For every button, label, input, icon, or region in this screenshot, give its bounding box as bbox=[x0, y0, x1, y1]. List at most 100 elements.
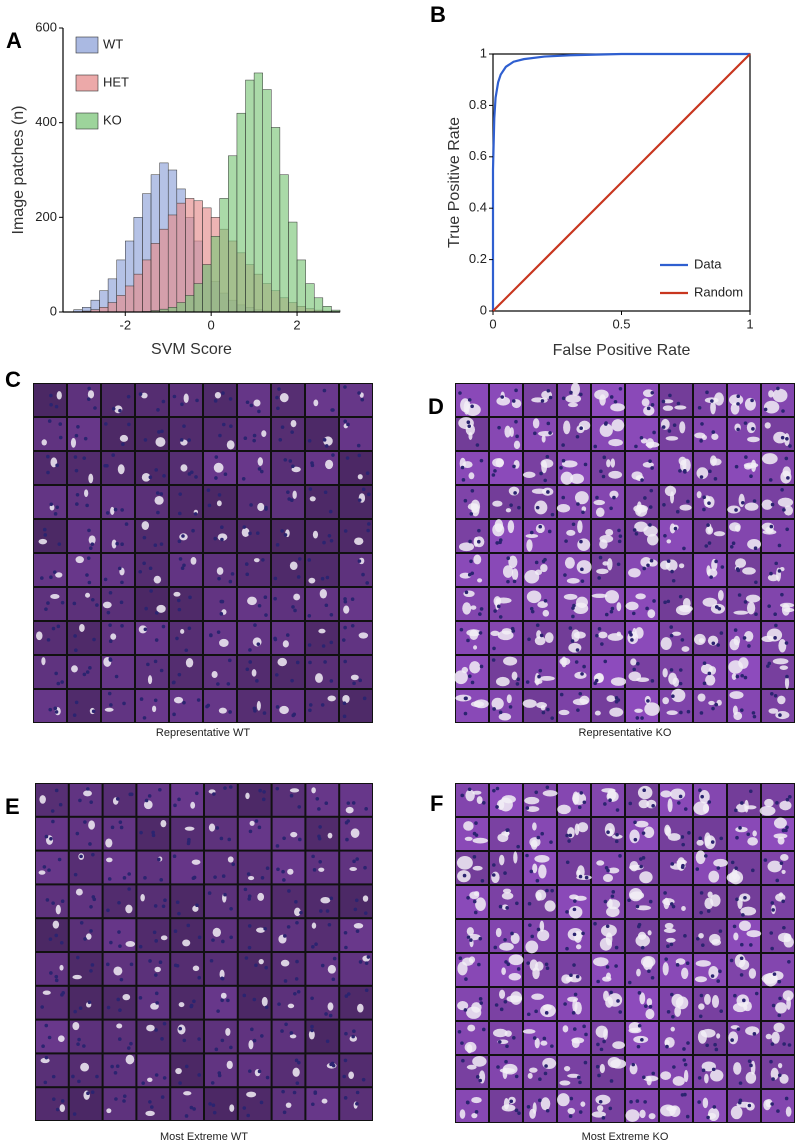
tile-nucleus bbox=[614, 945, 619, 950]
histogram-bar bbox=[176, 302, 186, 313]
y-tick-label: 200 bbox=[35, 209, 57, 224]
tile-nucleus bbox=[711, 641, 716, 646]
tile-lumen bbox=[636, 968, 641, 977]
tile-nucleus bbox=[310, 1028, 314, 1033]
tile-nucleus bbox=[773, 694, 778, 698]
y-tick-label: 400 bbox=[35, 114, 57, 129]
tile-lumen bbox=[290, 419, 297, 428]
tile-lumen bbox=[662, 962, 669, 976]
tile-nucleus bbox=[594, 678, 599, 683]
tile-nucleus bbox=[255, 531, 260, 535]
tile-nucleus bbox=[708, 469, 712, 474]
tile-nucleus bbox=[343, 659, 347, 664]
tile-nucleus bbox=[629, 1100, 633, 1104]
tile-nucleus bbox=[88, 666, 92, 670]
tile-nucleus bbox=[47, 868, 51, 872]
tile-nucleus bbox=[319, 909, 323, 913]
tile-lumen bbox=[780, 470, 792, 484]
tile-nucleus bbox=[103, 463, 107, 468]
tile-nucleus bbox=[308, 487, 313, 491]
tile-lumen bbox=[349, 866, 357, 871]
tile-lumen bbox=[527, 1072, 533, 1079]
tile-nucleus bbox=[159, 542, 164, 546]
tile-nucleus bbox=[508, 705, 513, 709]
tile-lumen bbox=[154, 495, 164, 505]
tile-nucleus bbox=[643, 496, 647, 500]
tile-lumen bbox=[208, 823, 216, 832]
tile-nucleus bbox=[56, 624, 61, 629]
tile-lumen bbox=[540, 1040, 548, 1046]
tile-lumen bbox=[670, 1026, 675, 1032]
tile-nucleus bbox=[323, 660, 327, 664]
tile-nucleus bbox=[148, 475, 153, 480]
tile-nucleus bbox=[751, 868, 755, 873]
tile-nucleus bbox=[753, 546, 758, 551]
tile-lumen bbox=[764, 798, 774, 807]
tile-nucleus bbox=[572, 1027, 577, 1031]
image-tile bbox=[340, 384, 372, 416]
tile-nucleus bbox=[646, 406, 651, 411]
tile-nucleus bbox=[87, 1000, 92, 1005]
tile-nucleus bbox=[774, 623, 778, 628]
tile-lumen bbox=[638, 799, 650, 809]
tile-lumen bbox=[534, 1037, 540, 1049]
tile-nucleus bbox=[107, 877, 112, 881]
tile-lumen bbox=[36, 631, 43, 641]
tile-nucleus bbox=[282, 1110, 287, 1115]
tile-nucleus bbox=[343, 419, 348, 424]
x-tick-label: 0.5 bbox=[612, 316, 630, 331]
tile-nucleus bbox=[91, 852, 95, 857]
tile-lumen bbox=[609, 490, 619, 499]
tile-nucleus bbox=[283, 533, 288, 537]
tile-lumen bbox=[455, 694, 472, 702]
tile-nucleus bbox=[220, 998, 224, 1003]
tile-nucleus bbox=[458, 391, 462, 395]
tile-nucleus bbox=[142, 716, 147, 720]
tile-nucleus bbox=[498, 710, 503, 715]
tile-nucleus bbox=[748, 789, 753, 794]
tile-nucleus bbox=[548, 431, 552, 435]
tile-lumen bbox=[153, 575, 162, 584]
tile-lumen bbox=[359, 392, 364, 398]
image-tile bbox=[238, 851, 271, 884]
tile-nucleus bbox=[543, 1071, 548, 1076]
tile-nucleus bbox=[785, 674, 789, 679]
tile-nucleus bbox=[53, 706, 58, 711]
tile-lumen bbox=[220, 992, 227, 999]
tile-nucleus bbox=[148, 959, 152, 963]
tile-nucleus bbox=[771, 1077, 775, 1081]
tile-lumen bbox=[693, 801, 710, 816]
tile-nucleus bbox=[470, 571, 475, 576]
tile-nucleus bbox=[93, 406, 97, 410]
tile-lumen bbox=[457, 961, 468, 976]
tile-lumen bbox=[643, 1075, 659, 1082]
tile-lumen bbox=[607, 867, 620, 874]
tile-lumen bbox=[499, 989, 506, 1000]
tile-nucleus bbox=[253, 709, 257, 713]
tile-lumen bbox=[117, 464, 125, 475]
tile-lumen bbox=[470, 605, 477, 610]
tile-lumen bbox=[708, 870, 720, 883]
tile-nucleus bbox=[743, 421, 748, 425]
tile-nucleus bbox=[640, 1037, 644, 1042]
tile-nucleus bbox=[514, 419, 518, 424]
tile-lumen bbox=[676, 859, 687, 865]
tile-lumen bbox=[216, 500, 222, 507]
tile-nucleus bbox=[540, 399, 545, 403]
tile-lumen bbox=[666, 937, 676, 943]
tile-lumen bbox=[570, 382, 581, 396]
tile-nucleus bbox=[537, 1098, 542, 1103]
image-tile bbox=[34, 486, 66, 518]
tile-lumen bbox=[610, 458, 616, 468]
tile-nucleus bbox=[215, 826, 220, 830]
tile-lumen bbox=[566, 529, 576, 536]
tile-lumen bbox=[635, 905, 651, 911]
histogram-bar bbox=[150, 243, 160, 313]
tile-lumen bbox=[327, 832, 333, 839]
tile-nucleus bbox=[673, 526, 678, 531]
tile-nucleus bbox=[510, 626, 515, 631]
tile-nucleus bbox=[363, 865, 367, 870]
tile-nucleus bbox=[89, 929, 93, 933]
tile-lumen bbox=[145, 1110, 155, 1116]
panel-caption: Representative WT bbox=[156, 727, 250, 739]
